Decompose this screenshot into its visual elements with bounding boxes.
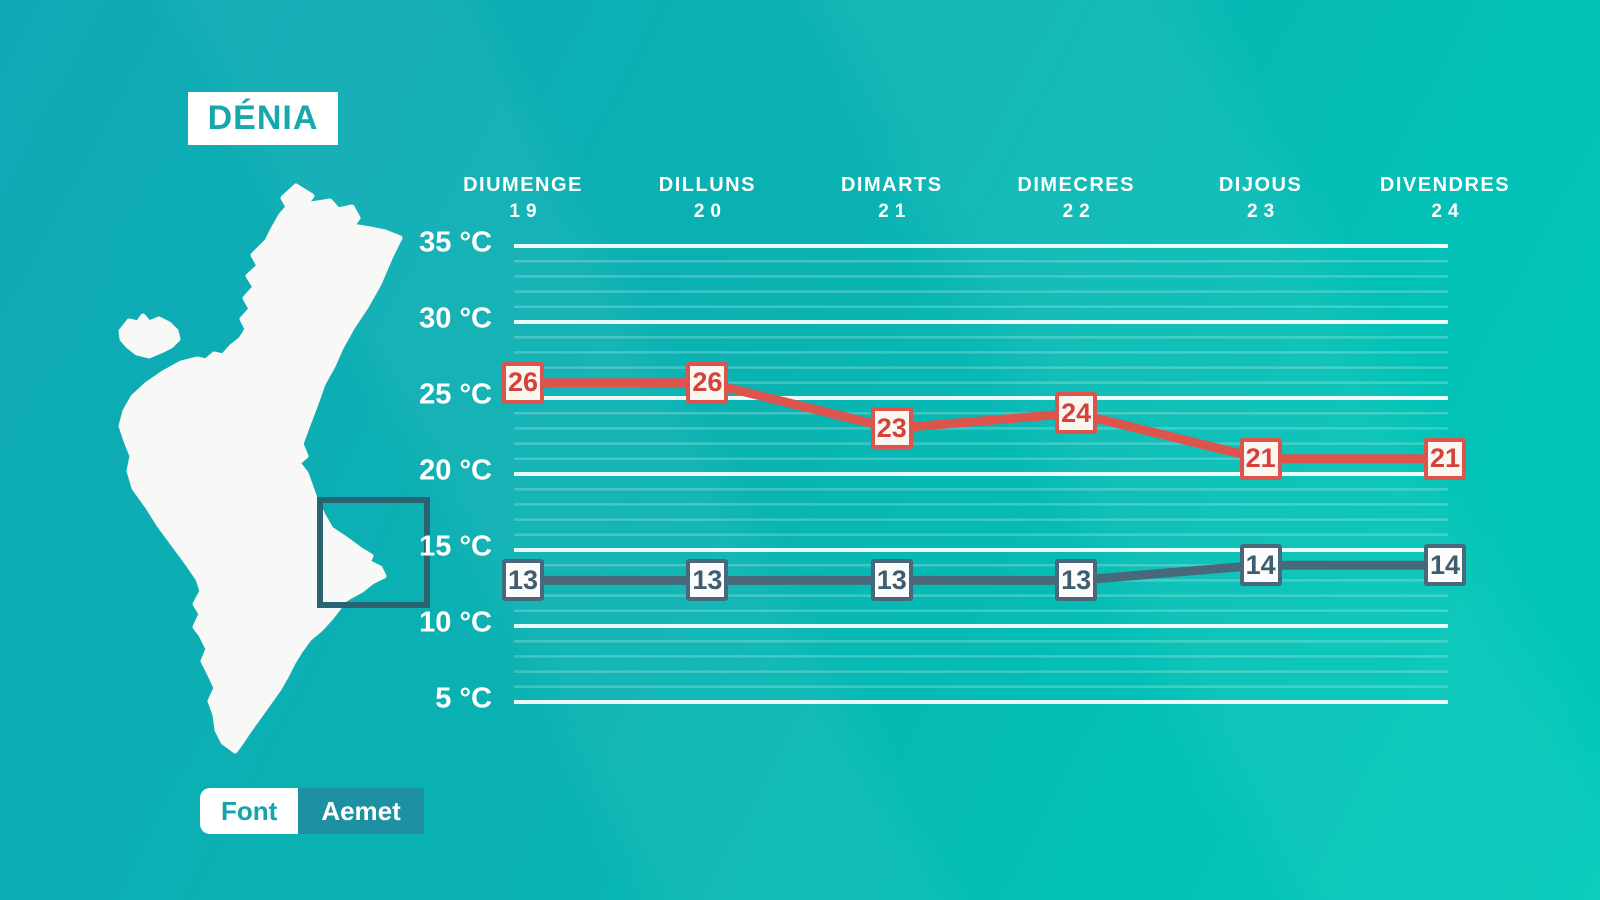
- day-date: 24: [1431, 201, 1465, 222]
- day-date: 22: [1062, 201, 1096, 222]
- day-date: 23: [1247, 201, 1281, 222]
- min-temperature-value: 13: [870, 559, 913, 602]
- day-date: 21: [878, 201, 912, 222]
- min-temperature-value: 13: [502, 559, 544, 602]
- source-value: Aemet: [298, 788, 424, 834]
- source-label: Font: [200, 788, 299, 834]
- day-label: DIUMENGE 19: [463, 174, 583, 223]
- day-label: DILLUNS 20: [659, 174, 756, 223]
- y-axis-tick: 20 °C: [419, 454, 492, 487]
- min-temperature-value: 13: [1055, 559, 1098, 602]
- max-temperature-line: [523, 378, 1445, 464]
- max-temperature-value: 26: [502, 361, 544, 404]
- day-name: DIMARTS: [840, 174, 943, 196]
- day-label: DIMECRES 22: [1017, 174, 1135, 223]
- day-date: 20: [693, 201, 727, 222]
- day-date: 19: [509, 201, 543, 222]
- y-axis-tick: 10 °C: [419, 606, 492, 639]
- y-axis-tick: 35 °C: [419, 226, 492, 259]
- max-temperature-value: 24: [1055, 392, 1098, 435]
- day-name: DIUMENGE: [463, 174, 583, 196]
- max-temperature-value: 26: [686, 361, 729, 404]
- y-axis-tick: 25 °C: [419, 378, 492, 411]
- source-attribution: Font Aemet: [200, 788, 424, 834]
- day-name: DILLUNS: [658, 174, 756, 196]
- max-temperature-value: 21: [1424, 437, 1466, 480]
- min-temperature-value: 13: [686, 559, 729, 602]
- max-temperature-value: 21: [1239, 437, 1282, 480]
- min-temperature-value: 14: [1239, 544, 1282, 587]
- location-title: DÉNIA: [207, 99, 319, 137]
- day-name: DIJOUS: [1218, 174, 1303, 196]
- day-label: DIJOUS 23: [1219, 174, 1302, 223]
- day-label: DIMARTS 21: [841, 174, 943, 223]
- location-title-box: DÉNIA: [188, 92, 338, 145]
- day-label: DIVENDRES 24: [1380, 174, 1510, 223]
- day-name: DIMECRES: [1017, 174, 1135, 196]
- y-axis-tick: 5 °C: [435, 682, 492, 715]
- min-temperature-value: 14: [1424, 544, 1466, 587]
- y-axis-tick: 15 °C: [419, 530, 492, 563]
- max-temperature-value: 23: [870, 407, 913, 450]
- min-temperature-line: [523, 560, 1445, 585]
- day-name: DIVENDRES: [1379, 174, 1511, 196]
- y-axis-tick: 30 °C: [419, 302, 492, 335]
